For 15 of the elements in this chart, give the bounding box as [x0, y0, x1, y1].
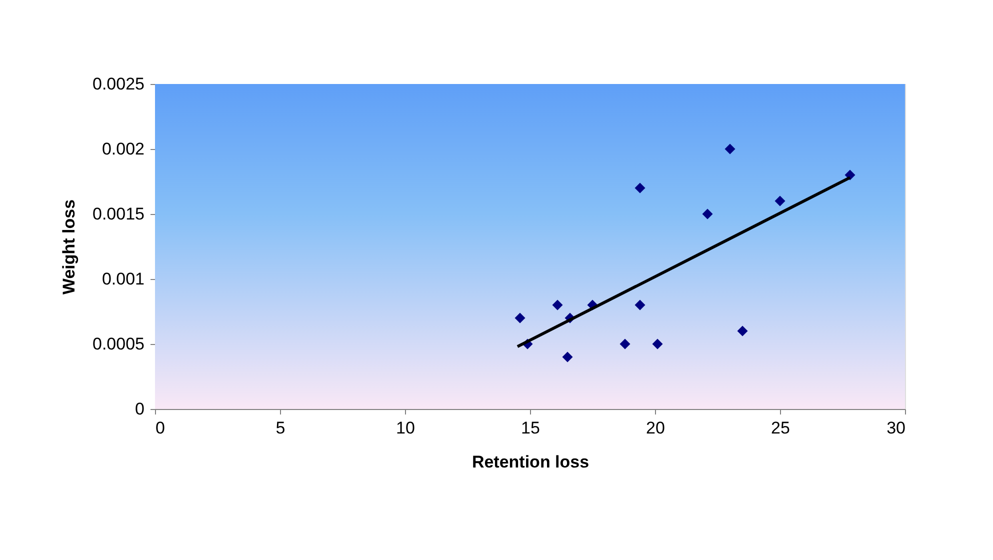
x-tick-label: 30 — [886, 418, 906, 438]
x-tick-label: 5 — [276, 418, 286, 438]
y-tick-label: 0.001 — [102, 270, 144, 288]
x-tick-label: 20 — [646, 418, 665, 438]
y-tick-label: 0.0005 — [92, 334, 144, 354]
x-tick-label: 15 — [521, 418, 540, 438]
x-axis-title: Retention loss — [472, 452, 590, 472]
y-tick-label: 0 — [135, 400, 144, 418]
y-tick-label: 0.0015 — [92, 204, 144, 224]
y-tick-label: 0.002 — [102, 140, 144, 158]
y-tick-label: 0.0025 — [92, 74, 144, 94]
x-tick-label: 25 — [771, 418, 790, 438]
y-axis-title: Weight loss — [60, 199, 79, 295]
x-tick-label: 0 — [156, 418, 165, 438]
x-tick-label: 10 — [396, 418, 415, 438]
